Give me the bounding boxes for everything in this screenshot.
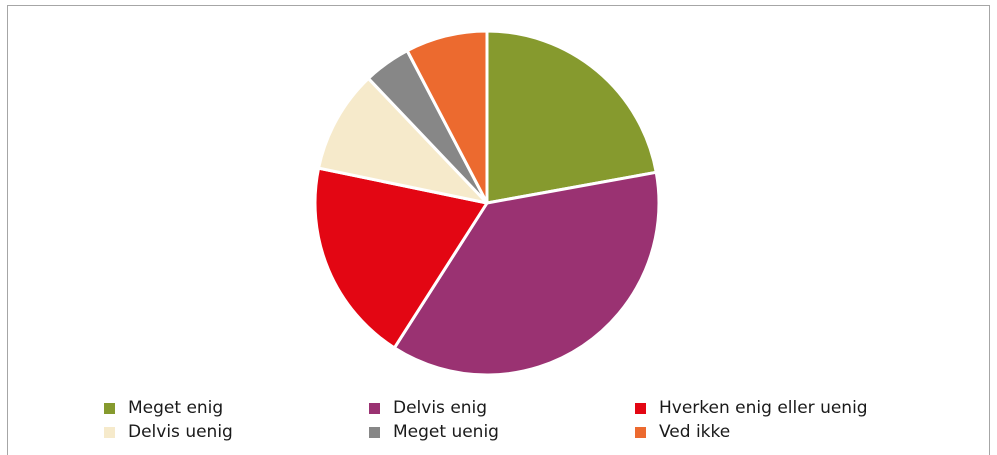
pie-slice-hverken-enig-eller-uenig bbox=[313, 166, 489, 350]
pie-slice-delvis-uenig bbox=[317, 76, 489, 205]
pie-slice-ved-ikke bbox=[405, 29, 489, 205]
pie-slice-delvis-enig bbox=[392, 170, 661, 377]
pie-slice-meget-enig bbox=[485, 29, 658, 205]
